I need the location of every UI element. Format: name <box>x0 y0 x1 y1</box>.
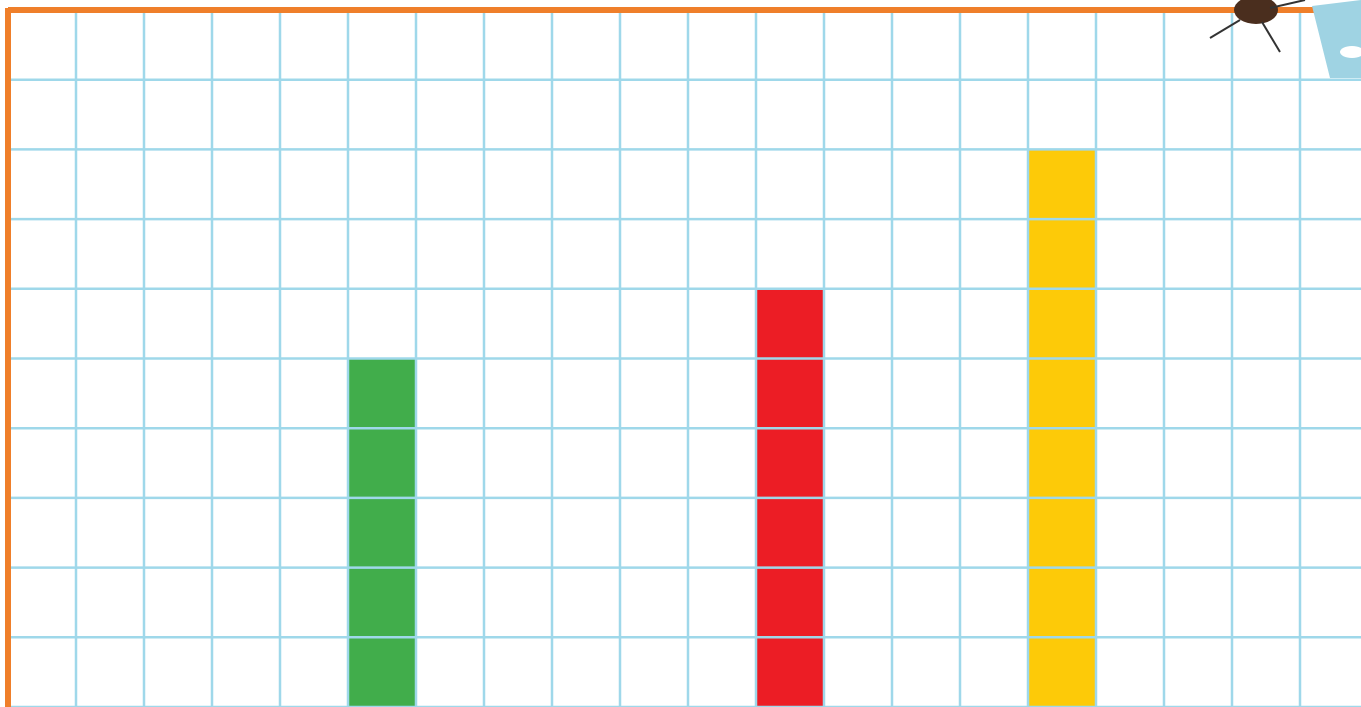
decoration <box>1209 0 1361 78</box>
cup <box>1312 0 1361 78</box>
bar <box>348 358 416 707</box>
cloud <box>1340 46 1361 58</box>
beetle <box>1234 0 1278 24</box>
beetle-legs <box>1209 0 1306 53</box>
